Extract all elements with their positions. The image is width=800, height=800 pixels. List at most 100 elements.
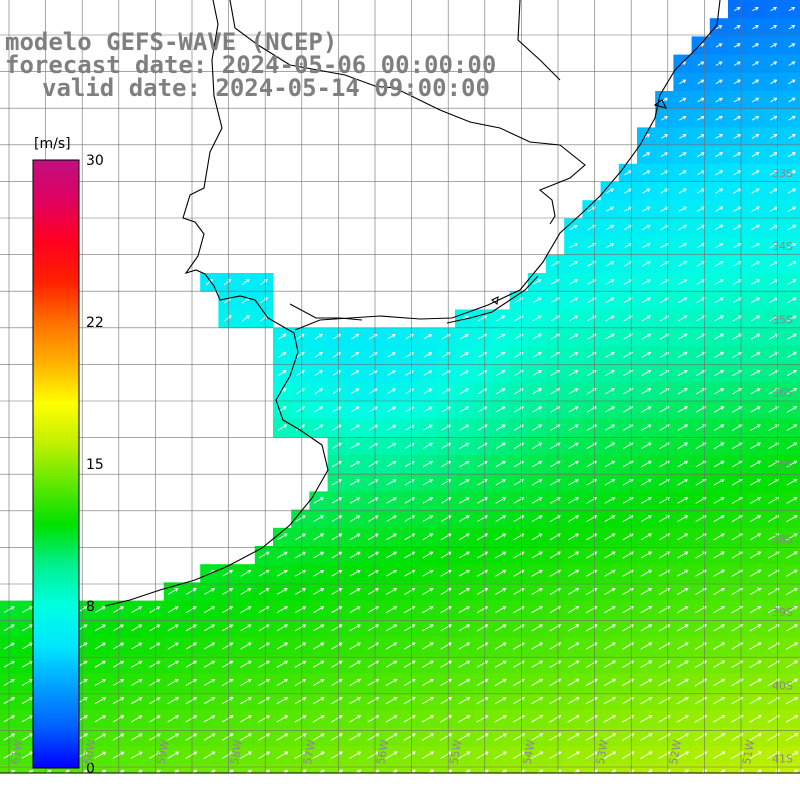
wind-arrow	[678, 134, 687, 139]
wind-arrow	[787, 224, 797, 231]
wind-arrow	[604, 624, 616, 632]
wind-arrow	[458, 551, 470, 559]
wind-arrow	[627, 769, 635, 773]
wind-arrow	[423, 406, 433, 413]
wind-arrow	[496, 315, 506, 322]
wind-arrow	[786, 369, 798, 377]
wind-arrow	[605, 315, 615, 322]
wind-arrow	[94, 715, 107, 723]
wind-arrow	[367, 660, 380, 668]
wind-arrow	[404, 479, 415, 486]
wind-arrow	[750, 478, 762, 486]
wind-arrow	[495, 587, 507, 595]
wind-arrow	[458, 697, 471, 705]
wind-arrow	[63, 769, 70, 773]
wind-arrow	[641, 297, 651, 304]
wind-arrow	[549, 678, 562, 687]
wind-arrow	[312, 697, 325, 705]
wind-arrow	[787, 297, 797, 304]
wind-arrow	[422, 660, 434, 668]
wind-arrow	[697, 134, 705, 139]
wind-arrow	[130, 733, 143, 741]
wind-arrow	[512, 696, 526, 705]
graticule	[0, 0, 800, 774]
wind-arrow	[112, 697, 125, 705]
wind-arrow	[555, 769, 562, 773]
wind-arrow	[403, 733, 416, 741]
wind-arrow	[605, 206, 615, 212]
wind-arrow	[677, 442, 689, 450]
wind-arrow	[787, 242, 797, 249]
wind-arrow	[367, 533, 379, 541]
wind-arrow	[712, 715, 726, 723]
wind-arrow	[715, 188, 724, 194]
wind-arrow	[786, 587, 798, 595]
wind-arrow	[295, 515, 306, 522]
longitude-label: 55W	[447, 739, 464, 766]
wind-arrow	[441, 370, 451, 376]
wind-arrow	[222, 606, 234, 613]
wind-arrow	[258, 715, 271, 723]
wind-arrow	[732, 369, 743, 377]
wind-arrow	[531, 569, 543, 577]
wind-arrow	[787, 261, 797, 267]
longitude-label: 57W	[301, 739, 318, 766]
wind-arrow	[768, 351, 779, 358]
wind-arrow	[604, 606, 616, 614]
wind-arrow	[276, 588, 288, 595]
wind-arrow	[749, 696, 762, 705]
wind-arrow	[331, 588, 343, 595]
wind-arrow	[787, 206, 797, 212]
wind-arrow	[512, 751, 526, 759]
wind-arrow	[204, 588, 216, 595]
wind-arrow	[149, 733, 161, 741]
wind-arrow	[221, 715, 234, 723]
wind-arrow	[258, 751, 271, 759]
wind-arrow	[604, 406, 616, 413]
wind-arrow	[22, 642, 34, 650]
wind-arrow	[351, 333, 360, 340]
wind-arrow	[440, 606, 452, 614]
wind-arrow	[621, 751, 635, 760]
wind-arrow	[423, 352, 433, 358]
wind-arrow	[367, 733, 380, 741]
wind-arrow	[712, 696, 726, 705]
wind-arrow	[476, 588, 489, 595]
wind-arrow	[185, 660, 198, 668]
wind-arrow	[641, 279, 651, 285]
wind-arrow	[422, 479, 434, 486]
wind-arrow	[733, 79, 741, 85]
wind-arrow	[787, 279, 797, 285]
wind-arrow	[149, 697, 161, 705]
wind-arrow	[404, 551, 416, 559]
wind-arrow	[185, 715, 198, 723]
wind-arrow	[750, 297, 761, 304]
wind-arrow	[314, 406, 324, 413]
wind-arrow	[678, 206, 687, 212]
wind-arrow	[512, 733, 526, 741]
wind-arrow	[786, 551, 798, 559]
wind-arrow	[751, 152, 760, 158]
wind-arrow	[336, 769, 344, 773]
wind-arrow	[154, 769, 161, 773]
colorbar-tick-label: 15	[86, 457, 104, 473]
wind-arrow	[240, 624, 252, 632]
wind-arrow	[696, 297, 706, 304]
wind-arrow	[676, 733, 690, 741]
wind-arrow	[513, 606, 525, 614]
wind-arrow	[532, 370, 542, 376]
wind-arrow	[641, 388, 652, 395]
wind-arrow	[422, 606, 434, 614]
wind-arrow	[349, 678, 362, 686]
wind-arrow	[640, 624, 653, 632]
wind-arrow	[440, 569, 452, 577]
wind-arrow	[678, 170, 687, 176]
wind-arrow	[404, 515, 416, 522]
wind-arrow	[513, 624, 525, 632]
wind-arrow	[354, 769, 362, 773]
wind-arrow	[751, 79, 760, 85]
wind-arrow	[240, 569, 252, 577]
wind-arrow	[241, 315, 250, 322]
wind-arrow	[677, 369, 688, 377]
